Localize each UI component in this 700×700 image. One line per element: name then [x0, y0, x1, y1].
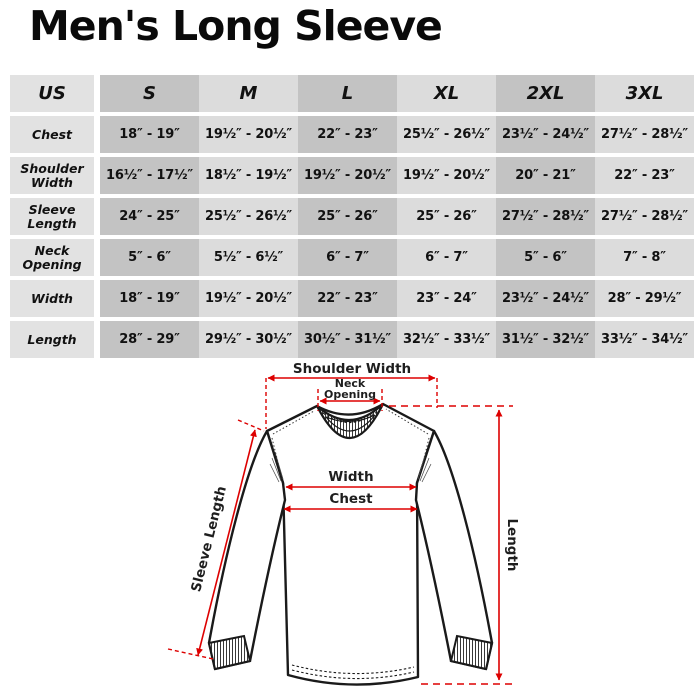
sleeve-length-arrow [196, 429, 257, 656]
size-cell: 19½″ - 20½″ [199, 116, 298, 153]
size-cell: 29½″ - 30½″ [199, 321, 298, 358]
column-header-xl: XL [397, 75, 496, 112]
row-label-length: Length [10, 321, 94, 358]
row-label-width: Width [10, 280, 94, 317]
column-header-m: M [199, 75, 298, 112]
size-cell: 23½″ - 24½″ [496, 280, 595, 317]
size-cell: 25½″ - 26½″ [199, 198, 298, 235]
hem-stitching [291, 669, 415, 680]
size-cell: 20″ - 21″ [496, 157, 595, 194]
hem-stitching [291, 664, 415, 675]
size-cell: 19½″ - 20½″ [199, 280, 298, 317]
size-cell: 27½″ - 28½″ [496, 198, 595, 235]
sleeve-length-guide-top [237, 419, 265, 432]
sleeve-length-guide-bottom [167, 648, 214, 660]
size-cell: 28″ - 29″ [100, 321, 199, 358]
size-table: US S M L XL 2XL 3XL Chest 18″ - 19″ 19½″… [10, 75, 694, 358]
size-cell: 25½″ - 26½″ [397, 116, 496, 153]
shoulder-width-label: Shoulder Width [293, 361, 411, 377]
size-cell: 18″ - 19″ [100, 116, 199, 153]
column-gap [94, 239, 100, 276]
size-cell: 19½″ - 20½″ [298, 157, 397, 194]
column-gap [94, 321, 100, 358]
left-armhole-seam [271, 437, 284, 482]
size-cell: 7″ - 8″ [595, 239, 694, 276]
row-label-sleeve-length: Sleeve Length [10, 198, 94, 235]
row-label-shoulder-width: Shoulder Width [10, 157, 94, 194]
shirt-diagram: Shoulder Width Neck Opening Width Chest … [167, 361, 520, 686]
collar-stitching [322, 410, 379, 424]
right-sleeve [414, 429, 494, 671]
left-sleeve [207, 429, 287, 671]
size-cell: 6″ - 7″ [298, 239, 397, 276]
size-cell: 23″ - 24″ [397, 280, 496, 317]
neck-opening-label-line1: Neck [335, 377, 366, 390]
column-header-l: L [298, 75, 397, 112]
size-cell: 5″ - 6″ [496, 239, 595, 276]
right-cuff [449, 634, 494, 671]
row-label-chest: Chest [10, 116, 94, 153]
size-cell: 27½″ - 28½″ [595, 116, 694, 153]
size-cell: 19½″ - 20½″ [397, 157, 496, 194]
right-armpit-shading [417, 451, 432, 483]
size-cell: 32½″ - 33½″ [397, 321, 496, 358]
size-cell: 18″ - 19″ [100, 280, 199, 317]
column-header-us: US [10, 75, 94, 112]
size-cell: 31½″ - 32½″ [496, 321, 595, 358]
size-cell: 18½″ - 19½″ [199, 157, 298, 194]
shirt-body [265, 402, 436, 686]
column-gap [94, 157, 100, 194]
size-cell: 16½″ - 17½″ [100, 157, 199, 194]
size-cell: 25″ - 26″ [397, 198, 496, 235]
page-title: Men's Long Sleeve [29, 2, 443, 50]
right-armhole-seam [417, 437, 430, 482]
chest-label: Chest [329, 491, 373, 507]
size-cell: 22″ - 23″ [298, 116, 397, 153]
size-cell: 22″ - 23″ [595, 157, 694, 194]
right-shoulder-seam [385, 408, 429, 435]
size-cell: 24″ - 25″ [100, 198, 199, 235]
size-cell: 23½″ - 24½″ [496, 116, 595, 153]
column-gap [94, 75, 100, 112]
column-header-s: S [100, 75, 199, 112]
size-cell: 30½″ - 31½″ [298, 321, 397, 358]
row-label-neck-opening: Neck Opening [10, 239, 94, 276]
size-cell: 5½″ - 6½″ [199, 239, 298, 276]
left-armpit-shading [269, 451, 284, 483]
size-cell: 5″ - 6″ [100, 239, 199, 276]
column-gap [94, 280, 100, 317]
size-cell: 25″ - 26″ [298, 198, 397, 235]
left-cuff [207, 634, 252, 671]
column-header-3xl: 3XL [595, 75, 694, 112]
column-gap [94, 198, 100, 235]
size-cell: 27½″ - 28½″ [595, 198, 694, 235]
size-cell: 22″ - 23″ [298, 280, 397, 317]
size-cell: 28″ - 29½″ [595, 280, 694, 317]
size-cell: 33½″ - 34½″ [595, 321, 694, 358]
width-label: Width [328, 469, 373, 485]
left-shoulder-seam [272, 410, 315, 435]
neck-opening-label-line2: Opening [324, 388, 376, 401]
column-header-2xl: 2XL [496, 75, 595, 112]
column-gap [94, 116, 100, 153]
size-cell: 6″ - 7″ [397, 239, 496, 276]
length-label: Length [504, 518, 520, 571]
